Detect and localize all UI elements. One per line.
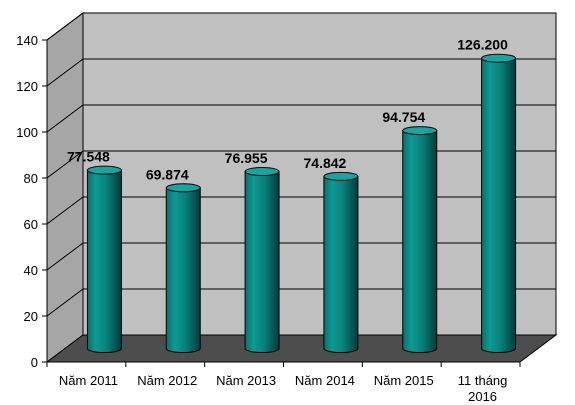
chart-walls: [45, 12, 558, 363]
bars: [86, 53, 517, 353]
x-tick-label: Năm 2013: [216, 373, 276, 388]
bar-top: [244, 167, 280, 177]
x-tick-label-line: Năm 2012: [137, 373, 197, 388]
y-tick-label: 0: [31, 355, 38, 370]
x-tick-label-line: Năm 2013: [216, 373, 276, 388]
x-tick-label: Năm 2015: [374, 373, 434, 388]
bar-body: [402, 130, 438, 353]
x-tick-label-line: Năm 2015: [374, 373, 434, 388]
bar-body: [165, 187, 201, 353]
side-wall: [46, 12, 84, 363]
x-tick-label-line: 2016: [468, 389, 497, 404]
back-wall: [82, 12, 557, 336]
y-tick-label: 100: [16, 125, 38, 140]
data-label: 76.955: [225, 150, 268, 166]
y-tick-label: 60: [24, 217, 38, 232]
x-tick-label-line: Năm 2011: [59, 373, 118, 388]
bar: [86, 165, 122, 353]
y-tick-label: 40: [24, 263, 38, 278]
data-label: 94.754: [382, 109, 425, 125]
gridline: [46, 104, 556, 133]
x-tick-label: Năm 2012: [137, 373, 197, 388]
x-tick-label: Năm 2014: [295, 373, 355, 388]
data-label: 69.874: [146, 166, 189, 182]
x-tick-label: 11 tháng 2016: [458, 373, 508, 404]
gridline: [46, 196, 556, 225]
x-tick-label-line: Năm 2014: [295, 373, 355, 388]
gridlines: [46, 12, 556, 317]
bar-body: [481, 57, 517, 353]
bar: [402, 126, 438, 353]
y-tick-label: 120: [16, 79, 38, 94]
x-tick-label: Năm 2011: [59, 373, 118, 388]
bar: [244, 167, 280, 353]
bar-top: [481, 53, 517, 63]
x-tick-label-line: 11 tháng: [458, 373, 508, 388]
floor: [45, 334, 558, 363]
bar-body: [323, 175, 359, 353]
gridline: [46, 12, 556, 41]
data-label: 77.548: [67, 149, 110, 165]
bar-body: [86, 169, 122, 353]
gridline: [46, 58, 556, 87]
data-label: 74.842: [304, 155, 347, 171]
x-axis: Năm 2011 Năm 2012 Năm 2013 Năm 2014 Năm 2015…: [46, 361, 521, 404]
bar-top: [86, 165, 122, 175]
bar: [323, 171, 359, 353]
y-tick-label: 20: [24, 309, 38, 324]
bar: [481, 53, 517, 353]
bar-top: [402, 126, 438, 136]
y-tick-label: 140: [16, 33, 38, 48]
y-tick-label: 80: [24, 171, 38, 186]
bar-top: [323, 171, 359, 181]
gridline: [46, 150, 556, 179]
gridline: [46, 288, 556, 317]
y-axis: 0 20 40 60 80 100 120 140: [16, 33, 48, 370]
data-labels: 77.548 69.874 76.955 74.842 94.754 126.200: [67, 37, 508, 183]
data-label: 126.200: [457, 37, 508, 53]
bar: [165, 183, 201, 353]
bar-body: [244, 171, 280, 353]
gridline: [46, 242, 556, 271]
bar-top: [165, 183, 201, 193]
